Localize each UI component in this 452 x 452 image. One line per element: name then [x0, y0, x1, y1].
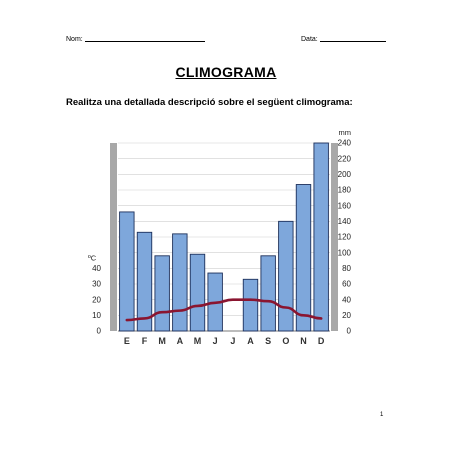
right-axis-tick-label: 100 [338, 248, 352, 257]
right-axis-tick-label: 0 [347, 327, 352, 336]
name-blank-line[interactable] [84, 41, 205, 42]
month-label: J [213, 336, 218, 346]
right-axis-tick-label: 240 [338, 139, 352, 148]
right-axis-tick-label: 180 [338, 186, 352, 195]
date-label: Data: [301, 36, 318, 43]
left-axis-tick-label: 40 [92, 264, 101, 273]
page-number: 1 [380, 412, 384, 418]
right-axis-tick-label: 160 [338, 201, 352, 210]
month-label: F [142, 336, 148, 346]
month-label: A [247, 336, 254, 346]
precipitation-bar [154, 255, 170, 332]
month-label: N [300, 336, 307, 346]
month-label: M [158, 336, 166, 346]
climograph-chart: 0 20 40 60 80 100 120 140 160 180 200 220 240 mm 0 10 20… [88, 128, 352, 346]
precipitation-bar [189, 253, 206, 332]
right-axis-tick-label: 140 [338, 217, 352, 226]
right-axis-tick-label: 220 [338, 154, 352, 163]
month-label: J [230, 336, 235, 346]
grid-layer [118, 142, 330, 332]
left-axis-tick-label: 0 [97, 327, 102, 336]
month-label: O [282, 336, 289, 346]
precipitation-bar [260, 255, 276, 332]
temperature-line [125, 298, 323, 322]
axis-labels: 0 20 40 60 80 100 120 140 160 180 200 220 240 mm 0 10 20… [88, 128, 352, 346]
right-axis-tick-label: 120 [338, 233, 352, 242]
precipitation-bar [295, 184, 312, 332]
left-axis-tick-label: 30 [92, 280, 101, 289]
month-label: A [177, 336, 184, 346]
date-blank-line[interactable] [319, 41, 386, 42]
month-label: M [194, 336, 202, 346]
date-field: Data: [301, 36, 386, 43]
right-axis-tick-label: 40 [342, 295, 351, 304]
right-axis-tick-label: 200 [338, 170, 352, 179]
document-title: CLIMOGRAMA [175, 64, 277, 80]
month-label: S [265, 336, 271, 346]
left-axis-tick-label: 10 [92, 311, 101, 320]
right-axis-tick-label: 20 [342, 311, 351, 320]
precipitation-bar [242, 278, 259, 332]
precipitation-bar [119, 211, 135, 332]
precipitation-bar [172, 233, 188, 332]
right-axis-label: mm [339, 128, 352, 137]
month-label: D [318, 336, 325, 346]
precipitation-bar [136, 231, 153, 332]
right-side-band [331, 143, 338, 331]
temperature-line-layer [125, 298, 323, 322]
right-axis-tick-label: 60 [342, 280, 351, 289]
right-axis-tick-label: 80 [342, 264, 351, 273]
precipitation-bar [278, 220, 294, 332]
name-label: Nom: [66, 36, 83, 43]
precipitation-bar [313, 142, 329, 332]
left-axis-tick-label: 20 [92, 295, 101, 304]
month-label: E [124, 336, 130, 346]
side-bands [110, 143, 338, 332]
left-axis-label: ºC [88, 253, 97, 262]
name-field: Nom: [66, 36, 205, 43]
instruction-text: Realitza una detallada descripció sobre … [66, 97, 353, 108]
left-side-band [110, 143, 117, 331]
